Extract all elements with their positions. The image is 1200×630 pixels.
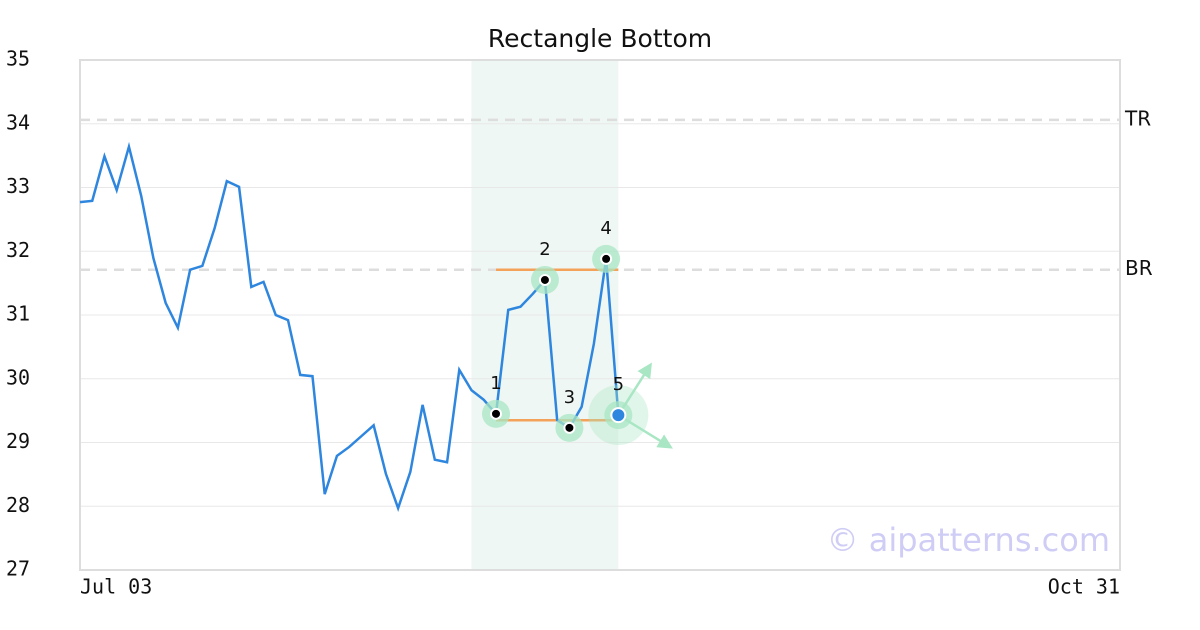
level-label: BR bbox=[1125, 256, 1153, 280]
point-label: 1 bbox=[490, 373, 501, 394]
pattern-point bbox=[610, 407, 627, 424]
pattern-point bbox=[563, 421, 576, 434]
pattern-point bbox=[600, 252, 613, 265]
y-tick-label: 31 bbox=[6, 302, 30, 326]
watermark: © aipatterns.com bbox=[827, 521, 1110, 559]
plot-frame bbox=[79, 59, 1121, 571]
plot-background bbox=[80, 59, 1120, 571]
x-tick-label: Oct 31 bbox=[1048, 575, 1120, 599]
price-line bbox=[79, 141, 620, 512]
y-tick-label: 28 bbox=[6, 493, 30, 517]
y-tick-label: 27 bbox=[6, 557, 30, 581]
chart-title: Rectangle Bottom bbox=[488, 24, 712, 53]
pattern-point bbox=[490, 407, 502, 420]
x-tick-label: Jul 03 bbox=[80, 575, 152, 599]
level-label: TR bbox=[1124, 106, 1151, 130]
point-label: 3 bbox=[564, 387, 575, 408]
y-tick-label: 30 bbox=[6, 365, 30, 389]
point-label: 5 bbox=[613, 374, 624, 395]
pattern-point bbox=[538, 273, 551, 286]
point-label: 2 bbox=[539, 239, 550, 260]
y-tick-label: 35 bbox=[6, 47, 30, 71]
y-tick-label: 33 bbox=[6, 174, 30, 198]
y-tick-label: 34 bbox=[6, 110, 30, 134]
y-tick-label: 29 bbox=[6, 429, 30, 453]
y-tick-label: 32 bbox=[6, 238, 30, 262]
point-label: 4 bbox=[600, 218, 611, 239]
